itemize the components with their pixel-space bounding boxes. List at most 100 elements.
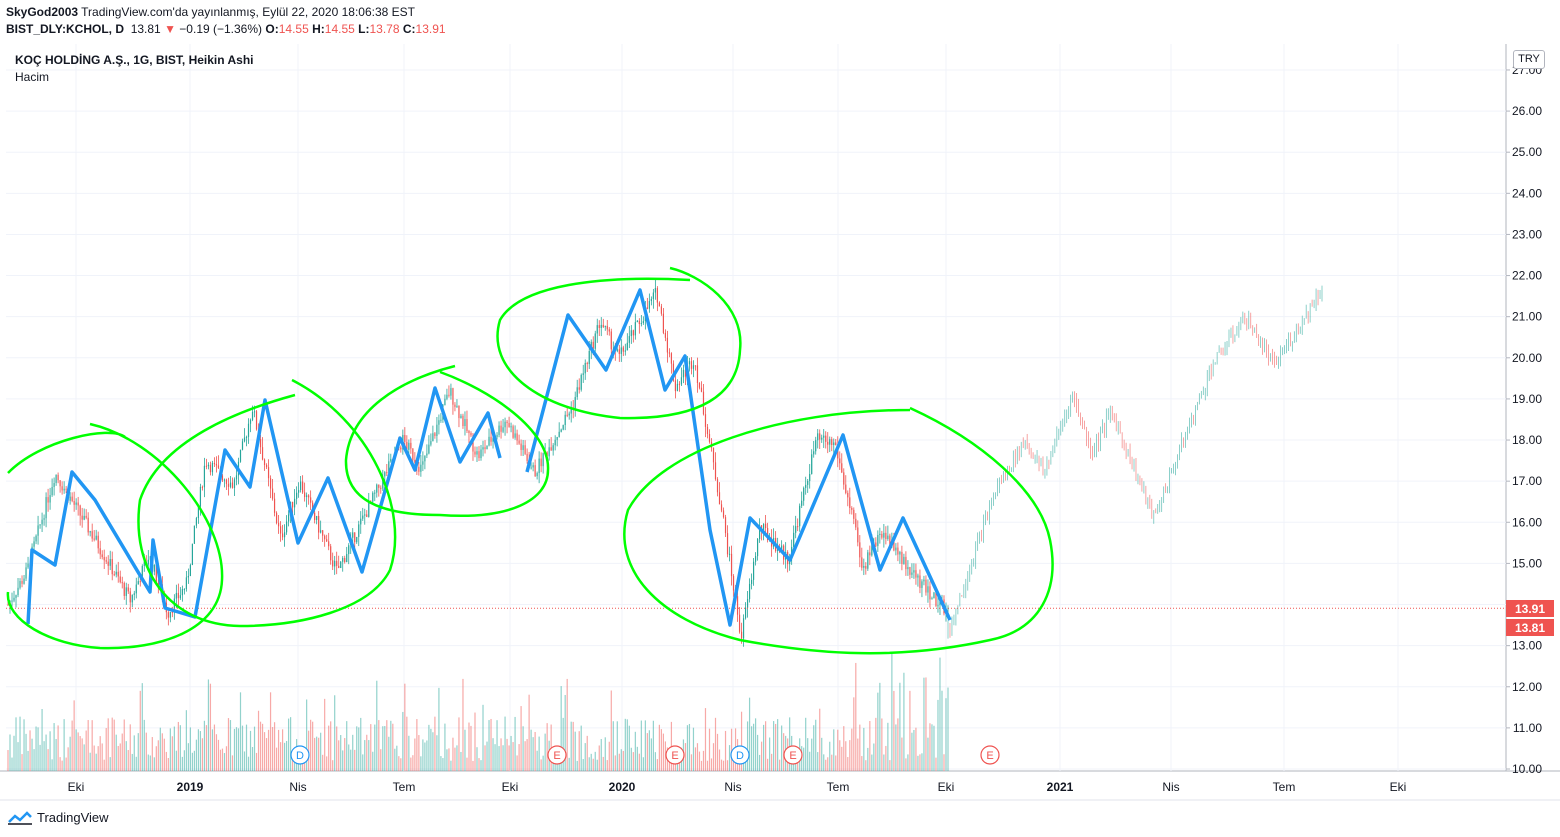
volume-bar — [793, 758, 795, 771]
candle-body — [586, 362, 588, 365]
volume-bar — [490, 718, 492, 771]
candle-body — [851, 508, 853, 510]
volume-bar — [612, 721, 614, 771]
volume-bar — [781, 725, 783, 771]
volume-bar — [628, 725, 630, 771]
volume-bar — [119, 743, 121, 771]
volume-bar — [97, 746, 99, 771]
volume-bar — [488, 720, 490, 771]
volume-bar — [520, 706, 522, 771]
candle-body — [566, 414, 568, 416]
candle-body — [338, 565, 340, 569]
candle-body — [432, 433, 434, 442]
volume-bar — [67, 747, 69, 771]
candle-body — [261, 447, 264, 460]
candle-body — [913, 570, 915, 573]
volume-bar — [458, 717, 460, 771]
candle-body — [185, 577, 187, 590]
author-name[interactable]: SkyGod2003 — [6, 5, 79, 19]
volume-bar — [143, 719, 145, 771]
time-axis[interactable]: Eki 2019 Nis Tem Eki 2020 Nis Tem Eki 2021 Nis Tem E… — [68, 780, 1407, 794]
volume-bars — [7, 652, 949, 771]
volume-bar — [752, 723, 755, 771]
volume-bar — [879, 682, 881, 771]
price-badge — [1506, 619, 1554, 636]
candle-body — [550, 447, 552, 451]
candle-body — [542, 453, 544, 467]
time-tick-label: Eki — [68, 780, 85, 794]
volume-bar — [761, 741, 763, 771]
candle-body — [803, 487, 805, 501]
volume-bar — [253, 726, 256, 771]
volume-bar — [472, 760, 474, 771]
candle-body — [532, 465, 534, 468]
volume-bar — [432, 732, 434, 771]
candle-body — [476, 451, 478, 455]
candle-body — [283, 532, 286, 538]
candle-body — [410, 442, 412, 449]
volume-bar — [281, 729, 284, 771]
candle-body — [81, 515, 83, 520]
volume-bar — [578, 731, 580, 771]
event-marker-label: E — [986, 750, 993, 762]
volume-bar — [37, 727, 39, 771]
candle-body — [835, 442, 837, 446]
candle-body — [674, 380, 677, 392]
time-tick-label: Tem — [393, 780, 416, 794]
candle-body — [688, 361, 691, 365]
candle-body — [907, 567, 909, 570]
volume-bar — [306, 699, 308, 771]
candle-body — [195, 518, 198, 526]
candle-body — [269, 478, 272, 489]
volume-bar — [698, 751, 701, 771]
high-label: H: — [312, 22, 325, 36]
price-axis[interactable]: 27.0026.0025.0024.0023.0022.0021.0020.00… — [1506, 63, 1554, 776]
candle-body — [638, 320, 640, 325]
candle-body — [508, 423, 510, 427]
volume-bar — [803, 747, 805, 771]
candle-body — [139, 581, 141, 583]
volume-bar — [931, 724, 933, 771]
currency-button[interactable]: TRY — [1513, 50, 1545, 69]
volume-bar — [508, 745, 510, 771]
candle-body — [328, 541, 330, 547]
candle-body — [225, 479, 228, 484]
volume-bar — [600, 739, 602, 771]
candle-body — [378, 484, 380, 488]
volume-bar — [536, 750, 538, 771]
volume-bar — [464, 729, 466, 771]
candle-body — [434, 433, 436, 436]
volume-bar — [19, 716, 21, 771]
volume-bar — [807, 738, 809, 771]
candle-body — [277, 522, 280, 527]
candle-body — [823, 435, 825, 438]
candle-body — [245, 436, 248, 438]
candle-body — [141, 565, 143, 583]
volume-bar — [706, 760, 709, 771]
candle-body — [215, 463, 218, 466]
candle-body — [708, 434, 711, 442]
circle-annotation — [137, 378, 397, 628]
volume-bar — [482, 704, 484, 771]
volume-bar — [841, 746, 843, 771]
candle-body — [404, 434, 406, 442]
price-tick-label: 13.00 — [1512, 639, 1542, 653]
candle-body — [304, 492, 306, 498]
candle-body — [793, 532, 795, 547]
volume-legend[interactable]: Hacim — [15, 70, 50, 84]
candle-body — [263, 459, 266, 465]
drawing-annotations[interactable] — [6, 266, 1054, 655]
tradingview-logo[interactable]: TradingView — [7, 810, 109, 825]
volume-bar — [354, 749, 356, 771]
candle-body — [899, 551, 901, 555]
candle-body — [598, 325, 600, 328]
volume-bar — [911, 732, 913, 771]
candle-body — [201, 486, 204, 488]
trend-line-drawing — [26, 288, 952, 627]
volume-bar — [672, 758, 675, 771]
volume-bar — [512, 742, 514, 771]
candle-body — [41, 519, 43, 525]
series-legend-title[interactable]: KOÇ HOLDİNG A.Ş., 1G, BIST, Heikin Ashi — [15, 53, 254, 67]
